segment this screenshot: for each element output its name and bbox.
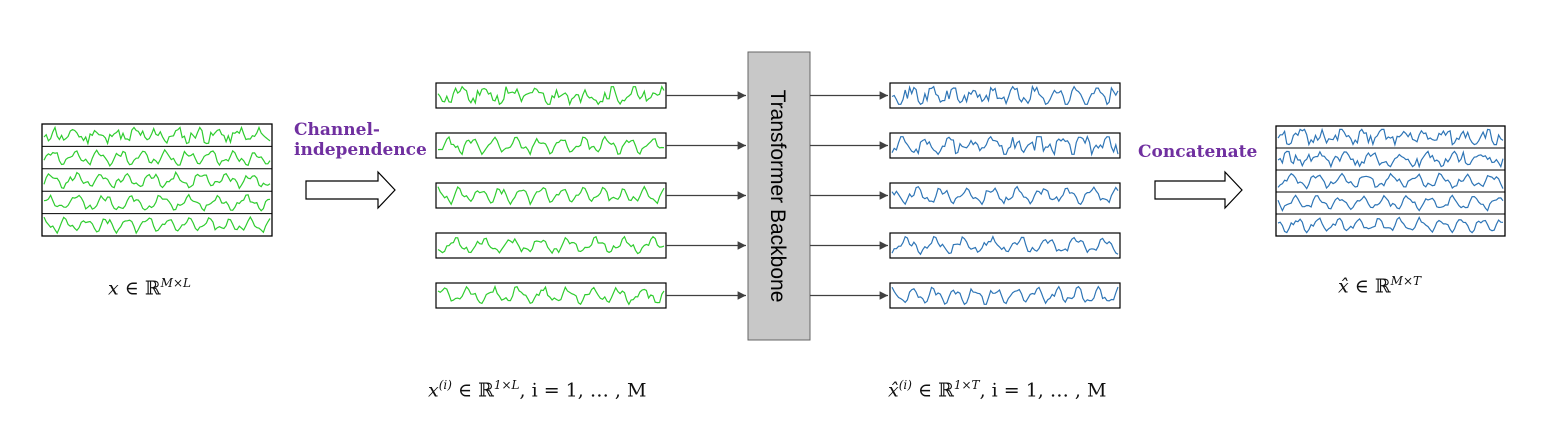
input-channel-series (437, 85, 665, 107)
input-channel-series (437, 185, 665, 206)
concatenate-arrow (1154, 170, 1243, 210)
input-channel-boxes (435, 82, 667, 309)
output-channel-box (889, 282, 1121, 309)
input-channel-series (437, 284, 665, 306)
output-series-line (1277, 149, 1504, 169)
input-channel-box (435, 182, 667, 209)
connection-arrows (666, 91, 888, 300)
output-formula: x̂ ∈ ℝM×T (1338, 274, 1422, 298)
input-formula: x ∈ ℝM×L (108, 276, 191, 300)
output-channel-series (891, 134, 1119, 157)
output-series-line (1277, 194, 1504, 213)
prediction-formula: x̂(i) ∈ ℝ1×T, i = 1, … , M (888, 378, 1107, 402)
input-channel-series (437, 235, 665, 255)
input-channel-box (435, 232, 667, 259)
channel-independence-arrow (305, 170, 396, 210)
input-channel-box (435, 82, 667, 109)
output-channel-series (891, 185, 1119, 206)
output-channel-box (889, 182, 1121, 209)
input-channel-series (437, 135, 665, 156)
split-formula: x(i) ∈ ℝ1×L, i = 1, … , M (428, 378, 647, 402)
channel-independence-label-line2: independence (294, 140, 427, 160)
output-series-line (1277, 172, 1504, 190)
backbone-label: Transformer Backbone (766, 90, 789, 303)
output-series-line (1277, 215, 1504, 234)
output-channel-series (891, 84, 1119, 106)
output-channel-series (891, 235, 1119, 256)
output-channel-series (891, 285, 1119, 306)
output-channel-box (889, 232, 1121, 259)
input-series-line (43, 215, 271, 235)
channel-independence-label-line1: Channel- (294, 120, 380, 140)
input-channel-box (435, 132, 667, 159)
input-series-line (43, 125, 271, 146)
input-series-line (43, 148, 271, 168)
output-series-line (1277, 127, 1504, 147)
input-multivariate-series (41, 123, 273, 237)
concatenate-label: Concatenate (1138, 142, 1258, 162)
input-channel-box (435, 282, 667, 309)
input-series-line (43, 170, 271, 190)
output-channel-boxes (889, 82, 1121, 309)
output-multivariate-series (1275, 125, 1506, 237)
input-series-line (43, 193, 271, 212)
